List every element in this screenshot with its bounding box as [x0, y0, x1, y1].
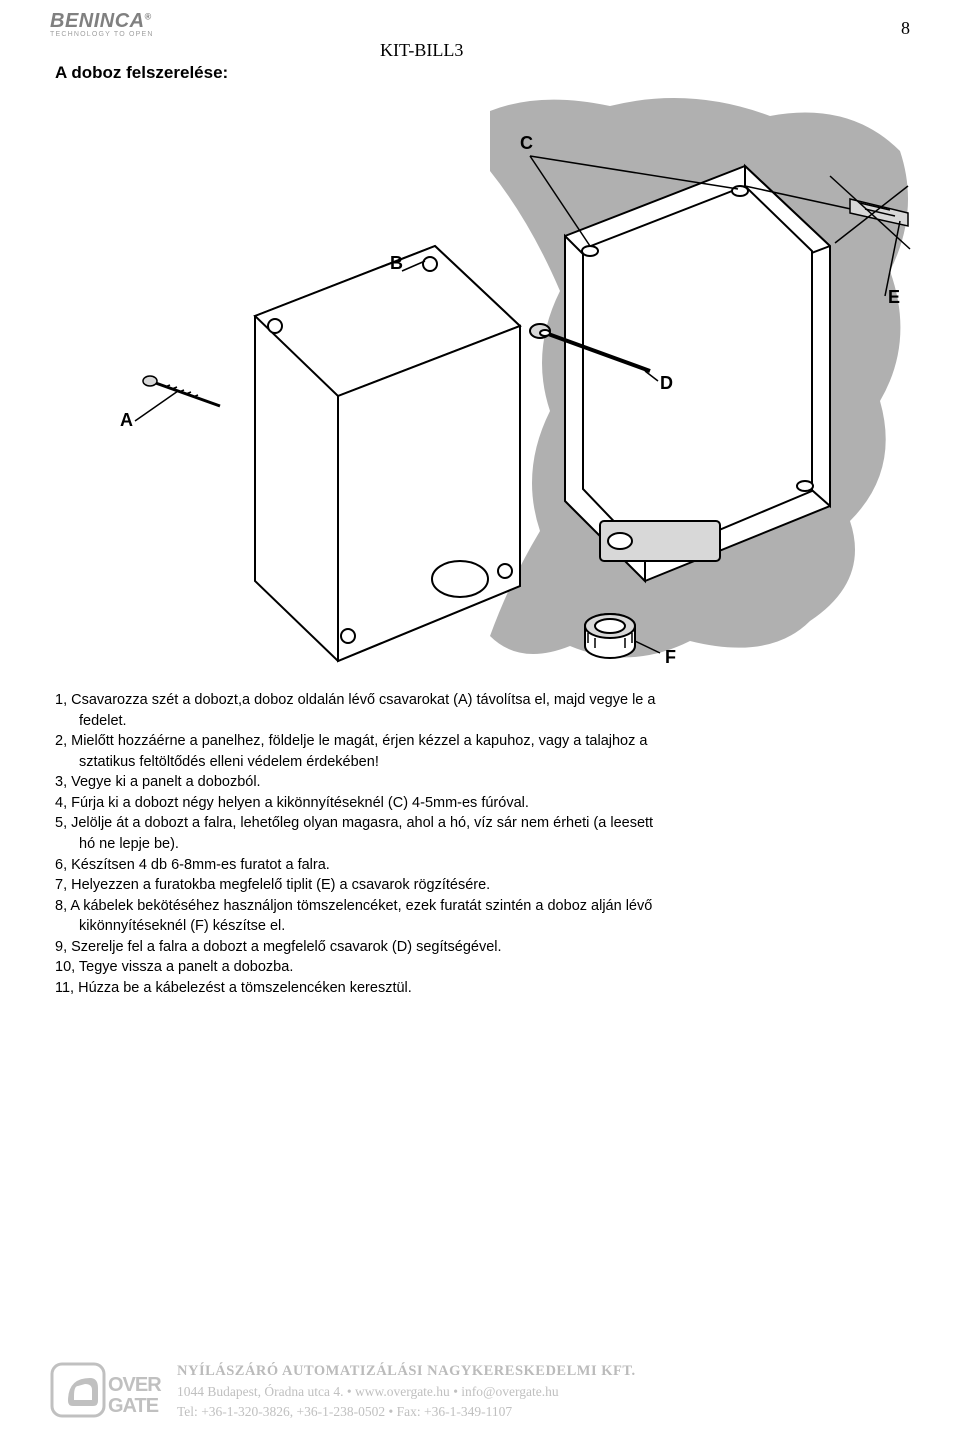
instruction-7: 7, Helyezzen a furatokba megfelelő tipli…	[55, 876, 905, 896]
svg-text:GATE: GATE	[108, 1395, 159, 1417]
separator-dot: •	[347, 1384, 355, 1399]
screw-a	[143, 376, 220, 406]
footer-address: 1044 Budapest, Óradna utca 4.	[177, 1384, 343, 1399]
document-title: KIT-BILL3	[380, 40, 463, 61]
registered-mark: ®	[145, 11, 152, 21]
instruction-8: 8, A kábelek bekötéséhez használjon töms…	[55, 897, 905, 917]
tel1: +36-1-320-3826	[201, 1404, 290, 1419]
footer-address-line: 1044 Budapest, Óradna utca 4. • www.over…	[177, 1382, 636, 1402]
instruction-5: 5, Jelölje át a dobozt a falra, lehetőle…	[55, 814, 905, 834]
instruction-2b: sztatikus feltöltődés elleni védelem érd…	[55, 753, 905, 773]
footer-company: NYÍLÁSZÁRÓ AUTOMATIZÁLÁSI NAGYKERESKEDEL…	[177, 1361, 636, 1382]
label-d: D	[660, 373, 673, 393]
instruction-11: 11, Húzza be a kábelezést a tömszelencék…	[55, 979, 905, 999]
tel2: +36-1-238-0502	[297, 1404, 386, 1419]
cable-gland	[585, 614, 635, 658]
footer-email: info@overgate.hu	[461, 1384, 558, 1399]
instructions-list: 1, Csavarozza szét a dobozt,a doboz olda…	[55, 691, 905, 998]
overgate-logo: OVER GATE	[50, 1356, 165, 1426]
instruction-8b: kikönnyítéseknél (F) készítse el.	[55, 917, 905, 937]
separator-dot: •	[389, 1404, 397, 1419]
fax: +36-1-349-1107	[424, 1404, 512, 1419]
assembly-diagram: A B C D E F	[90, 91, 920, 681]
instruction-5b: hó ne lepje be).	[55, 835, 905, 855]
leader-a	[135, 391, 178, 421]
instruction-10: 10, Tegye vissza a panelt a dobozba.	[55, 958, 905, 978]
label-a: A	[120, 410, 133, 430]
svg-text:OVER: OVER	[108, 1374, 162, 1396]
page-footer: OVER GATE NYÍLÁSZÁRÓ AUTOMATIZÁLÁSI NAGY…	[0, 1356, 960, 1426]
page-number: 8	[901, 18, 910, 39]
brand-tagline: TECHNOLOGY TO OPEN	[50, 31, 920, 38]
diagram-svg: A B C D E F	[90, 91, 920, 681]
instruction-2: 2, Mielőtt hozzáérne a panelhez, földelj…	[55, 732, 905, 752]
label-f: F	[665, 647, 676, 667]
brand-name: BENINCA	[50, 10, 145, 32]
brand-logo-text: BENINCA®	[50, 10, 920, 33]
label-e: E	[888, 287, 900, 307]
instruction-9: 9, Szerelje fel a falra a dobozt a megfe…	[55, 938, 905, 958]
instruction-4: 4, Fúrja ki a dobozt négy helyen a kikön…	[55, 794, 905, 814]
fax-label: Fax:	[397, 1404, 424, 1419]
label-c: C	[520, 133, 533, 153]
instruction-3: 3, Vegye ki a panelt a dobozból.	[55, 773, 905, 793]
tel-label: Tel:	[177, 1404, 201, 1419]
instruction-1: 1, Csavarozza szét a dobozt,a doboz olda…	[55, 691, 905, 711]
instruction-6: 6, Készítsen 4 db 6-8mm-es furatot a fal…	[55, 856, 905, 876]
footer-text: NYÍLÁSZÁRÓ AUTOMATIZÁLÁSI NAGYKERESKEDEL…	[177, 1361, 636, 1421]
footer-web: www.overgate.hu	[355, 1384, 450, 1399]
footer-phone-line: Tel: +36-1-320-3826, +36-1-238-0502 • Fa…	[177, 1402, 636, 1422]
section-title: A doboz felszerelése:	[55, 63, 960, 83]
label-b: B	[390, 253, 403, 273]
front-cover	[255, 246, 520, 661]
page-header: BENINCA® TECHNOLOGY TO OPEN KIT-BILL3 8	[0, 0, 960, 38]
instruction-1b: fedelet.	[55, 712, 905, 732]
